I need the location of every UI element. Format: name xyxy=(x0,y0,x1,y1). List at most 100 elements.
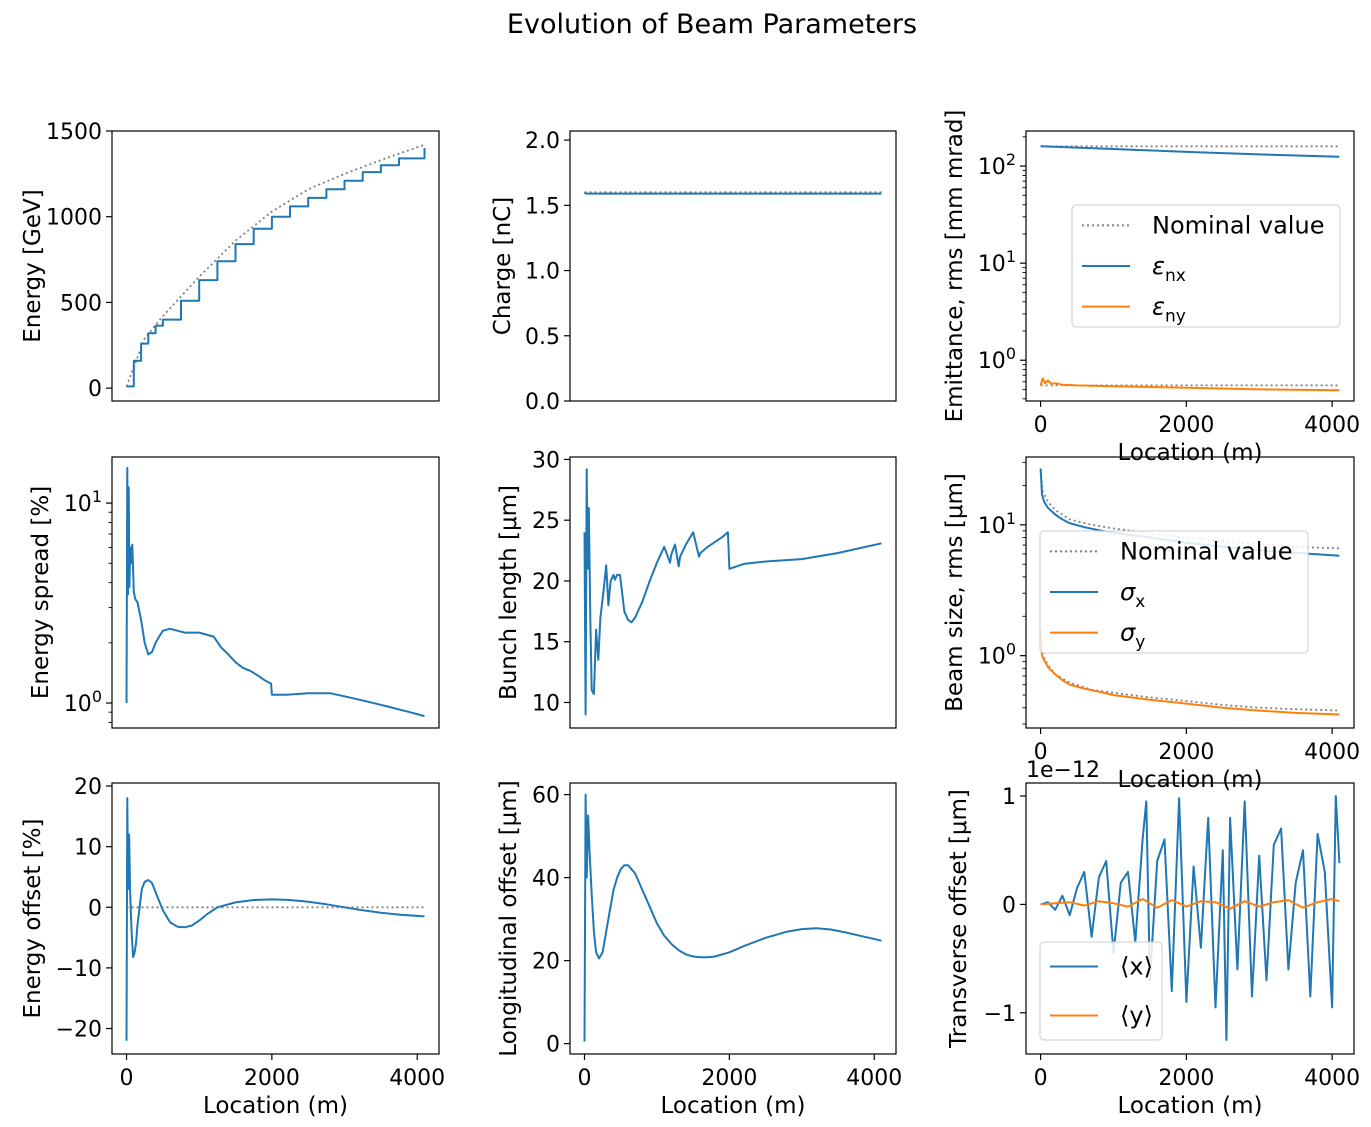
emittance-axes-frame xyxy=(1025,130,1355,402)
transverse-offset-ytick-label: 0 xyxy=(1002,893,1016,918)
energy-ytick-label: 500 xyxy=(60,291,102,316)
energy-series-nominal-0 xyxy=(125,143,425,387)
bunch-length-ytick-label: 20 xyxy=(532,570,560,595)
beam-size-axes-frame xyxy=(1025,456,1355,729)
emittance-legend-box xyxy=(1071,204,1341,328)
longitudinal-offset-ylabel: Longitudinal offset [μm] xyxy=(496,780,522,1056)
energy-offset-axes-frame xyxy=(111,782,440,1055)
energy-offset-series-1 xyxy=(125,797,425,1041)
beam-size-xtick-label: 0 xyxy=(1034,740,1048,765)
charge-series-1 xyxy=(583,191,882,195)
transverse-offset-legend: ⟨x⟩ ⟨y⟩ xyxy=(1039,941,1163,1041)
beam-size-xlabel: Location (m) xyxy=(1118,767,1263,793)
energy-axes-frame xyxy=(111,130,440,402)
charge-ytick-label: 1.0 xyxy=(525,260,560,285)
subplot-longitudinal-offset: 0 20 40 60 0 2000 4000 Location (m) Longitudinal… xyxy=(496,780,902,1119)
beam-size-series-nominal-0 xyxy=(1039,470,1340,550)
emittance-legend-label: Nominal value xyxy=(1152,211,1324,239)
charge-ytick-label: 1.5 xyxy=(525,194,560,219)
longitudinal-offset-ytick-label: 40 xyxy=(532,867,560,892)
longitudinal-offset-ytick-label: 60 xyxy=(532,784,560,809)
subplot-transverse-offset: −1 0 1 0 2000 4000 Location (m) Transverse offs… xyxy=(946,758,1360,1119)
bunch-length-series-0 xyxy=(583,468,882,716)
subplot-charge: 0.0 0.5 1.0 1.5 2.0 Charge [nC] xyxy=(490,129,897,415)
bunch-length-ytick-label: 10 xyxy=(532,691,560,716)
energy-offset-xlabel: Location (m) xyxy=(203,1093,348,1119)
longitudinal-offset-ytick-label: 20 xyxy=(532,950,560,975)
emittance-ylabel: Emittance, rms [mm mrad] xyxy=(942,110,968,423)
energy-offset-xtick-label: 0 xyxy=(120,1066,134,1091)
bunch-length-axes-frame xyxy=(569,456,897,729)
bunch-length-ytick-label: 30 xyxy=(532,448,560,473)
beam-size-legend-label: σx xyxy=(1120,578,1145,612)
longitudinal-offset-ytick-label: 0 xyxy=(546,1033,560,1058)
energy-offset-ytick-label: −10 xyxy=(56,957,102,982)
longitudinal-offset-series-0 xyxy=(583,793,882,1042)
energy-ytick-label: 1000 xyxy=(46,206,102,231)
bunch-length-ylabel: Bunch length [μm] xyxy=(496,485,522,700)
transverse-offset-xtick-label: 2000 xyxy=(1158,1066,1214,1091)
energy-offset-xtick-label: 2000 xyxy=(244,1066,300,1091)
transverse-offset-xtick-label: 0 xyxy=(1034,1066,1048,1091)
charge-ytick-label: 0.0 xyxy=(525,390,560,415)
bunch-length-ytick-label: 15 xyxy=(532,631,560,656)
transverse-offset-xtick-label: 4000 xyxy=(1304,1066,1360,1091)
charge-ytick-label: 0.5 xyxy=(525,325,560,350)
transverse-offset-offset-text: 1e−12 xyxy=(1026,758,1100,783)
energy-ytick-label: 1500 xyxy=(46,120,102,145)
energy-offset-ytick-label: −20 xyxy=(56,1018,102,1043)
longitudinal-offset-xtick-label: 0 xyxy=(577,1066,591,1091)
figure-title: Evolution of Beam Parameters xyxy=(507,9,917,40)
energy-ylabel: Energy [GeV] xyxy=(20,189,46,343)
transverse-offset-legend-label: ⟨y⟩ xyxy=(1120,1002,1153,1030)
emittance-legend: Nominal value εnx εny xyxy=(1071,204,1341,328)
beam-size-xtick-label: 2000 xyxy=(1158,740,1214,765)
transverse-offset-legend-label: ⟨x⟩ xyxy=(1120,953,1153,981)
transverse-offset-axes-frame xyxy=(1025,782,1355,1055)
transverse-offset-ytick-label: 1 xyxy=(1002,785,1016,810)
longitudinal-offset-xlabel: Location (m) xyxy=(661,1093,806,1119)
emittance-legend-label: εny xyxy=(1152,293,1186,327)
bunch-length-ytick-label: 25 xyxy=(532,509,560,534)
transverse-offset-series-1 xyxy=(1040,898,1340,910)
emittance-xtick-label: 2000 xyxy=(1158,413,1214,438)
energy-offset-ytick-label: 20 xyxy=(74,775,102,800)
beam-size-legend-box xyxy=(1039,530,1309,654)
subplot-bunch-length: 10 15 20 25 30 Bunch length [μm] xyxy=(496,448,897,729)
transverse-offset-ylabel: Transverse offset [μm] xyxy=(946,789,972,1049)
beam-size-legend-label: Nominal value xyxy=(1120,537,1292,565)
beam-size-ylabel: Beam size, rms [μm] xyxy=(942,473,968,712)
subplot-energy-offset: −20 −10 0 10 20 0 2000 4000 Location (m) Energy o… xyxy=(20,775,445,1119)
energy-offset-ytick-label: 0 xyxy=(88,896,102,921)
energy-spread-series-0 xyxy=(125,466,425,718)
beam-size-legend: Nominal value σx σy xyxy=(1039,530,1309,654)
energy-offset-ylabel: Energy offset [%] xyxy=(20,818,46,1018)
emittance-series-2 xyxy=(1040,145,1340,158)
emittance-xtick-label: 4000 xyxy=(1304,413,1360,438)
transverse-offset-xlabel: Location (m) xyxy=(1118,1093,1263,1119)
emittance-series-3 xyxy=(1039,377,1340,392)
transverse-offset-series-0 xyxy=(1040,795,1341,1041)
transverse-offset-ytick-label: −1 xyxy=(984,1002,1016,1027)
charge-ytick-label: 2.0 xyxy=(525,129,560,154)
energy-offset-ytick-label: 10 xyxy=(74,836,102,861)
charge-ylabel: Charge [nC] xyxy=(490,197,516,335)
longitudinal-offset-xtick-label: 4000 xyxy=(846,1066,902,1091)
beam-size-series-3 xyxy=(1039,628,1340,716)
beam-size-legend-label: σy xyxy=(1120,619,1145,653)
energy-spread-axes-frame xyxy=(111,456,440,729)
longitudinal-offset-xtick-label: 2000 xyxy=(701,1066,757,1091)
energy-series-1 xyxy=(126,148,426,388)
longitudinal-offset-axes-frame xyxy=(569,782,897,1055)
charge-axes-frame xyxy=(569,130,897,402)
subplot-energy: 0 500 1000 1500 Energy [GeV] xyxy=(20,120,440,402)
emittance-xlabel: Location (m) xyxy=(1118,440,1263,466)
energy-offset-xtick-label: 4000 xyxy=(389,1066,445,1091)
energy-spread-ylabel: Energy spread [%] xyxy=(28,486,54,699)
energy-ytick-label: 0 xyxy=(88,377,102,402)
emittance-xtick-label: 0 xyxy=(1034,413,1048,438)
